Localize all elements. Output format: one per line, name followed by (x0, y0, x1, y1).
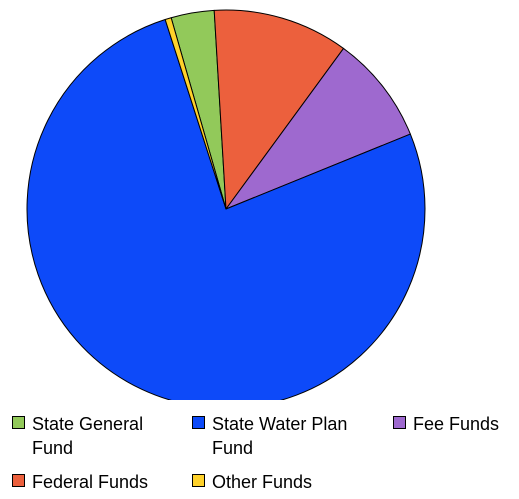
legend-label-fee-funds: Fee Funds (413, 414, 500, 434)
legend-item-fee-funds: Fee Funds (393, 412, 519, 436)
legend-swatch-state-general-fund (12, 416, 25, 429)
legend-item-state-general-fund: State General Fund (12, 412, 170, 460)
pie-slice-state-water-plan-fund (26, 19, 426, 400)
chart-legend: State General Fund State Water Plan Fund… (0, 412, 519, 499)
legend-swatch-state-water-plan-fund (192, 416, 205, 429)
pie-chart (26, 9, 426, 400)
legend-swatch-federal-funds (12, 474, 25, 487)
legend-swatch-other-funds (192, 474, 205, 487)
legend-item-federal-funds: Federal Funds (12, 470, 192, 494)
legend-label-state-water-plan-fund: State Water Plan Fund (212, 414, 348, 458)
legend-item-other-funds: Other Funds (192, 470, 372, 494)
legend-label-federal-funds: Federal Funds (32, 472, 149, 492)
legend-label-state-general-fund: State General Fund (32, 414, 144, 458)
pie-slice-federal-funds (213, 9, 345, 210)
legend-item-state-water-plan-fund: State Water Plan Fund (192, 412, 378, 460)
pie-slice-other-funds (164, 17, 227, 210)
legend-swatch-fee-funds (393, 416, 406, 429)
pie-slice-fee-funds (225, 47, 411, 210)
legend-label-other-funds: Other Funds (212, 472, 313, 492)
